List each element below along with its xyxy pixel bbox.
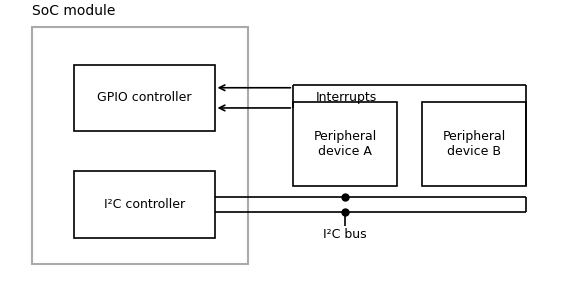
Text: SoC module: SoC module bbox=[32, 4, 116, 19]
Text: Interrupts: Interrupts bbox=[316, 91, 377, 103]
Bar bbox=[422, 102, 526, 186]
Text: I²C controller: I²C controller bbox=[104, 198, 185, 211]
Text: Peripheral
device B: Peripheral device B bbox=[443, 130, 506, 158]
Bar bbox=[32, 27, 248, 264]
Bar bbox=[74, 171, 215, 238]
Bar bbox=[74, 65, 215, 131]
Text: I²C bus: I²C bus bbox=[323, 228, 367, 241]
Bar bbox=[293, 102, 397, 186]
Text: Peripheral
device A: Peripheral device A bbox=[314, 130, 377, 158]
Text: GPIO controller: GPIO controller bbox=[97, 91, 192, 104]
